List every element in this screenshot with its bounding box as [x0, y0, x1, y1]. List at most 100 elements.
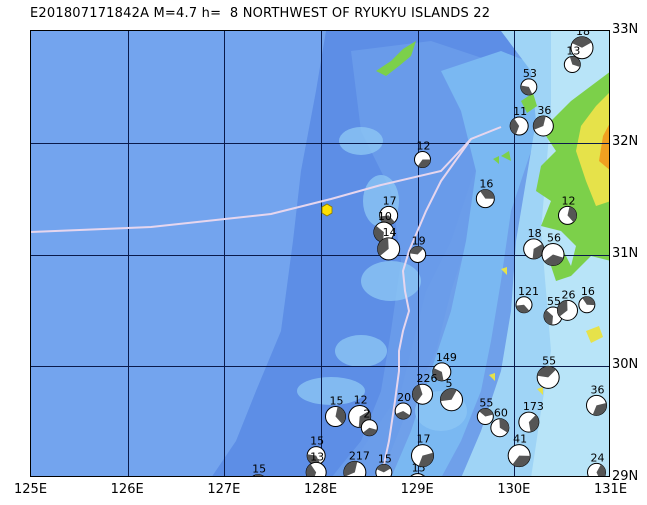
focal-mechanism-label: 41: [513, 433, 527, 446]
focal-mechanism[interactable]: 19: [409, 235, 427, 263]
focal-mechanism[interactable]: 13: [305, 450, 327, 477]
focal-mechanism-label: 15: [378, 452, 392, 465]
epicenter-marker: [321, 203, 333, 217]
latitude-label: 29N: [612, 469, 639, 484]
focal-mechanism[interactable]: 36: [532, 104, 554, 137]
focal-mechanism[interactable]: 15: [249, 463, 267, 477]
focal-mechanism[interactable]: 217: [343, 449, 370, 477]
kyushu-peaks: [599, 124, 609, 170]
shelf-shallow: [391, 51, 551, 476]
focal-mechanism[interactable]: 16: [475, 178, 495, 209]
focal-mechanism-label: 60: [494, 407, 508, 420]
focal-mechanism[interactable]: 17: [411, 433, 434, 468]
focal-mechanism[interactable]: 60: [490, 407, 510, 438]
focal-mechanism[interactable]: 226: [412, 372, 438, 405]
focal-mechanism-label: 24: [591, 451, 605, 464]
map-title: E201807171842A M=4.7 h= 8 NORTHWEST OF R…: [30, 6, 490, 21]
northern-peninsula: [376, 41, 416, 76]
longitude-label: 125E: [14, 482, 48, 497]
focal-mechanism-label: 17: [417, 433, 431, 446]
focal-mechanism-label: 26: [562, 288, 576, 301]
focal-mechanism-label: 17: [383, 194, 397, 207]
focal-mechanism-label: 11: [513, 105, 527, 118]
focal-mechanism-label: 12: [417, 140, 431, 153]
focal-mechanism[interactable]: 121: [515, 285, 539, 314]
focal-mechanism[interactable]: 13: [563, 45, 581, 74]
latitude-label: 33N: [612, 22, 639, 37]
deep-basin: [31, 31, 326, 476]
magnitude: M=4.7: [153, 6, 198, 21]
focal-mechanism-label: 36: [537, 104, 551, 117]
focal-mechanism-label: 15: [252, 463, 266, 476]
latitude-label: 32N: [612, 133, 639, 149]
map-frame: 12 17 10 14 19 16 15 12 2 15 13 217 15 15 15 17 20 149 226…: [30, 30, 610, 477]
focal-mechanism[interactable]: 173: [518, 400, 544, 433]
focal-mechanism[interactable]: 41: [507, 433, 531, 468]
focal-mechanism[interactable]: 15: [375, 452, 393, 477]
focal-mechanism[interactable]: 20: [394, 391, 412, 420]
focal-mechanism[interactable]: 12: [558, 194, 577, 225]
focal-mechanism-label: 55: [479, 397, 493, 410]
focal-mechanism[interactable]: 15: [325, 395, 346, 428]
focal-mechanism[interactable]: 26: [557, 288, 578, 321]
focal-mechanism-label: 19: [412, 235, 426, 248]
region-name: NORTHWEST OF RYUKYU ISLANDS: [242, 6, 469, 21]
focal-mechanism-label: 55: [542, 354, 556, 367]
focal-mechanism-label: 13: [566, 45, 580, 58]
event-id: E201807171842A: [30, 6, 150, 21]
longitude-label: 127E: [207, 482, 241, 497]
focal-mechanism-label: 149: [436, 351, 457, 364]
longitude-label: 129E: [400, 482, 434, 497]
focal-mechanism-label: 5: [446, 377, 453, 390]
focal-mechanism-label: 173: [523, 400, 544, 413]
longitude-label: 128E: [304, 482, 338, 497]
depth-value: 8: [229, 6, 239, 21]
focal-mechanism[interactable]: 18: [570, 31, 594, 60]
focal-mechanism-label: 53: [523, 67, 537, 80]
focal-mechanism[interactable]: 12: [414, 140, 431, 169]
focal-mechanism-label: 217: [349, 449, 370, 462]
focal-mechanism-label: 12: [354, 394, 368, 407]
focal-mechanism-label: 56: [547, 232, 561, 245]
focal-mechanism-label: 15: [330, 395, 344, 408]
focal-mechanism[interactable]: 5: [440, 377, 463, 412]
tectonic-line: [380, 138, 472, 476]
title-suffix: 22: [473, 6, 491, 21]
focal-mechanism-label: 15: [310, 435, 324, 448]
focal-mechanism[interactable]: 55: [476, 397, 494, 426]
focal-mechanism-label: 16: [581, 285, 595, 298]
focal-mechanism-label: 18: [576, 31, 590, 38]
focal-mechanism[interactable]: 24: [587, 451, 606, 477]
kyushu-highlands: [576, 93, 609, 206]
focal-mechanism-label: 16: [479, 178, 493, 191]
focal-mechanism[interactable]: 36: [586, 383, 607, 416]
focal-mechanism[interactable]: 17: [379, 194, 399, 225]
focal-mechanism-label: 121: [518, 285, 539, 298]
focal-mechanism[interactable]: 2: [360, 408, 378, 437]
focal-mechanism[interactable]: 149: [432, 351, 457, 382]
focal-mechanism[interactable]: 15: [306, 435, 326, 466]
depth-label: h=: [201, 6, 222, 21]
longitude-label: 126E: [110, 482, 144, 497]
longitude-label: 131E: [594, 482, 628, 497]
focal-mechanism-label: 13: [310, 450, 324, 463]
focal-mechanism-label: 12: [562, 194, 576, 207]
focal-mechanism[interactable]: 11: [509, 105, 529, 136]
focal-mechanism-label: 20: [397, 391, 411, 404]
focal-mechanism-label: 2: [363, 408, 370, 421]
focal-mechanism[interactable]: 14: [377, 226, 401, 261]
focal-mechanism-label: 36: [591, 383, 605, 396]
focal-mechanism[interactable]: 56: [541, 232, 565, 266]
focal-mechanism-label: 10: [378, 210, 392, 223]
focal-mechanism-label: 14: [383, 226, 397, 239]
focal-mechanism[interactable]: 55: [536, 354, 560, 389]
goto-islands: [493, 93, 537, 164]
focal-mechanism-label: 226: [417, 372, 438, 385]
focal-mechanism[interactable]: 16: [578, 285, 596, 314]
longitude-label: 130E: [497, 482, 531, 497]
focal-mechanism-label: 55: [547, 295, 561, 308]
focal-mechanism-label: 18: [528, 227, 542, 240]
focal-mechanism[interactable]: 53: [520, 67, 538, 96]
